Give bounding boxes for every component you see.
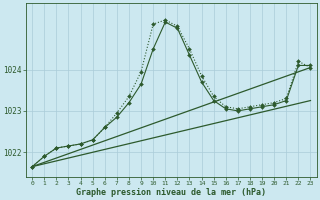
X-axis label: Graphe pression niveau de la mer (hPa): Graphe pression niveau de la mer (hPa): [76, 188, 266, 197]
